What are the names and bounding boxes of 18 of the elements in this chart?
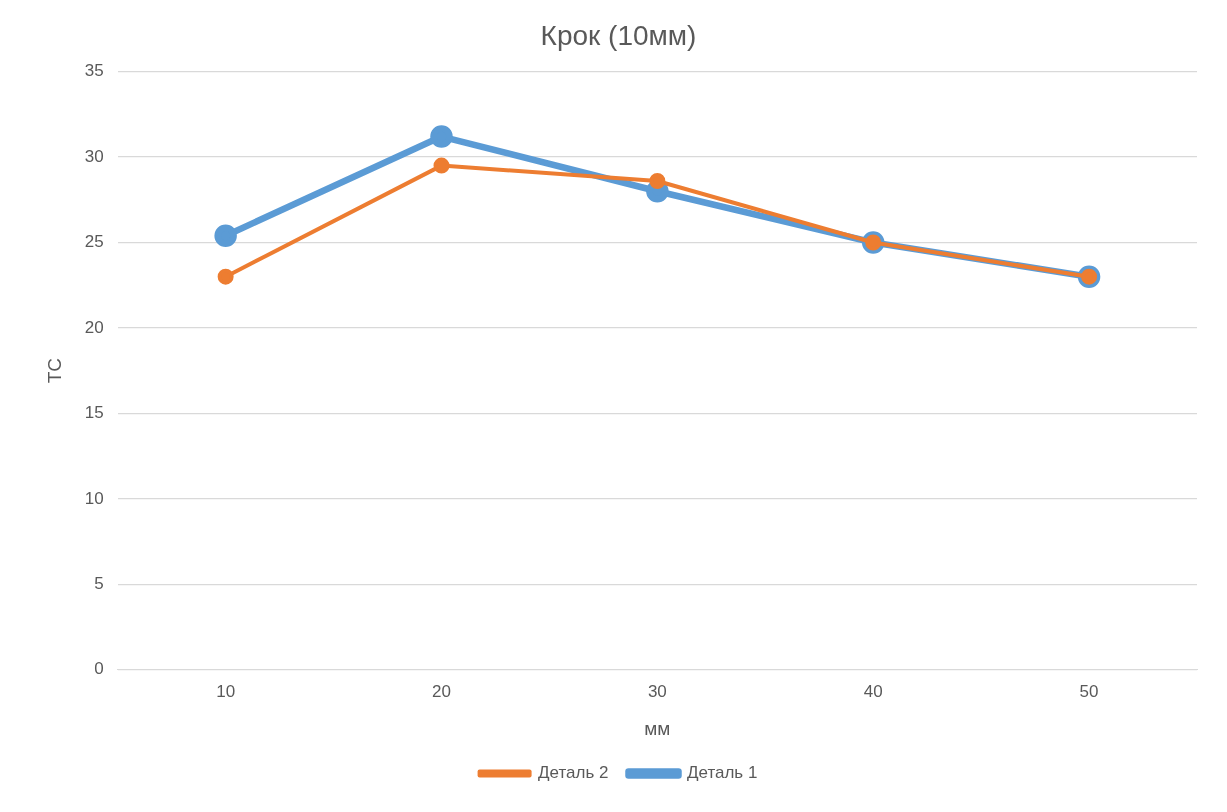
y-tick-label: 35 [84,61,104,81]
x-tick-label: 50 [1079,681,1099,701]
y-tick-label: 25 [84,232,104,252]
x-tick-label: 30 [647,681,667,701]
x-tick-label: 20 [432,681,451,701]
x-tick-label: 40 [863,681,883,701]
y-axis-title: ТС [43,358,65,384]
legend-label: Деталь 2 [538,763,609,783]
x-tick-label: 10 [216,681,236,701]
chart-title: Крок (10мм) [540,19,697,51]
y-tick-label: 10 [84,488,104,508]
x-axis-title: мм [644,717,671,739]
legend-label: Деталь 1 [687,763,758,783]
y-tick-label: 20 [84,317,104,337]
y-tick-label: 5 [94,574,104,594]
y-tick-label: 0 [94,659,104,679]
y-tick-label: 15 [84,403,104,423]
y-tick-label: 30 [84,146,104,166]
